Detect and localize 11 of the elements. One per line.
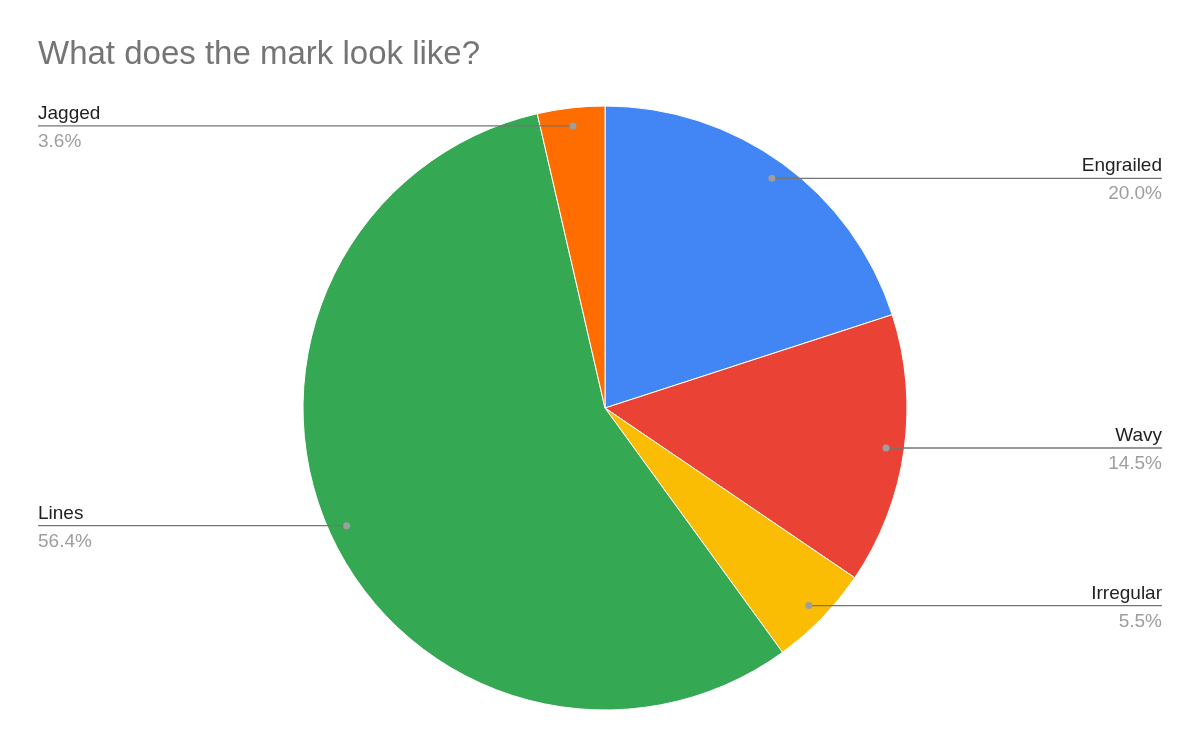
slice-label: Engrailed <box>1081 154 1162 176</box>
data-label: 3.6% <box>38 129 82 151</box>
chart-title: What does the mark look like? <box>38 34 481 72</box>
slice-label: Lines <box>38 501 84 523</box>
data-label: 56.4% <box>38 529 92 551</box>
slice-label: Wavy <box>1115 424 1163 445</box>
slice-label: Irregular <box>1091 581 1163 603</box>
data-label: 5.5% <box>1118 609 1163 631</box>
slice-label: Jagged <box>38 101 101 123</box>
data-label: 14.5% <box>1108 452 1163 473</box>
data-label: 20.0% <box>1108 182 1163 204</box>
